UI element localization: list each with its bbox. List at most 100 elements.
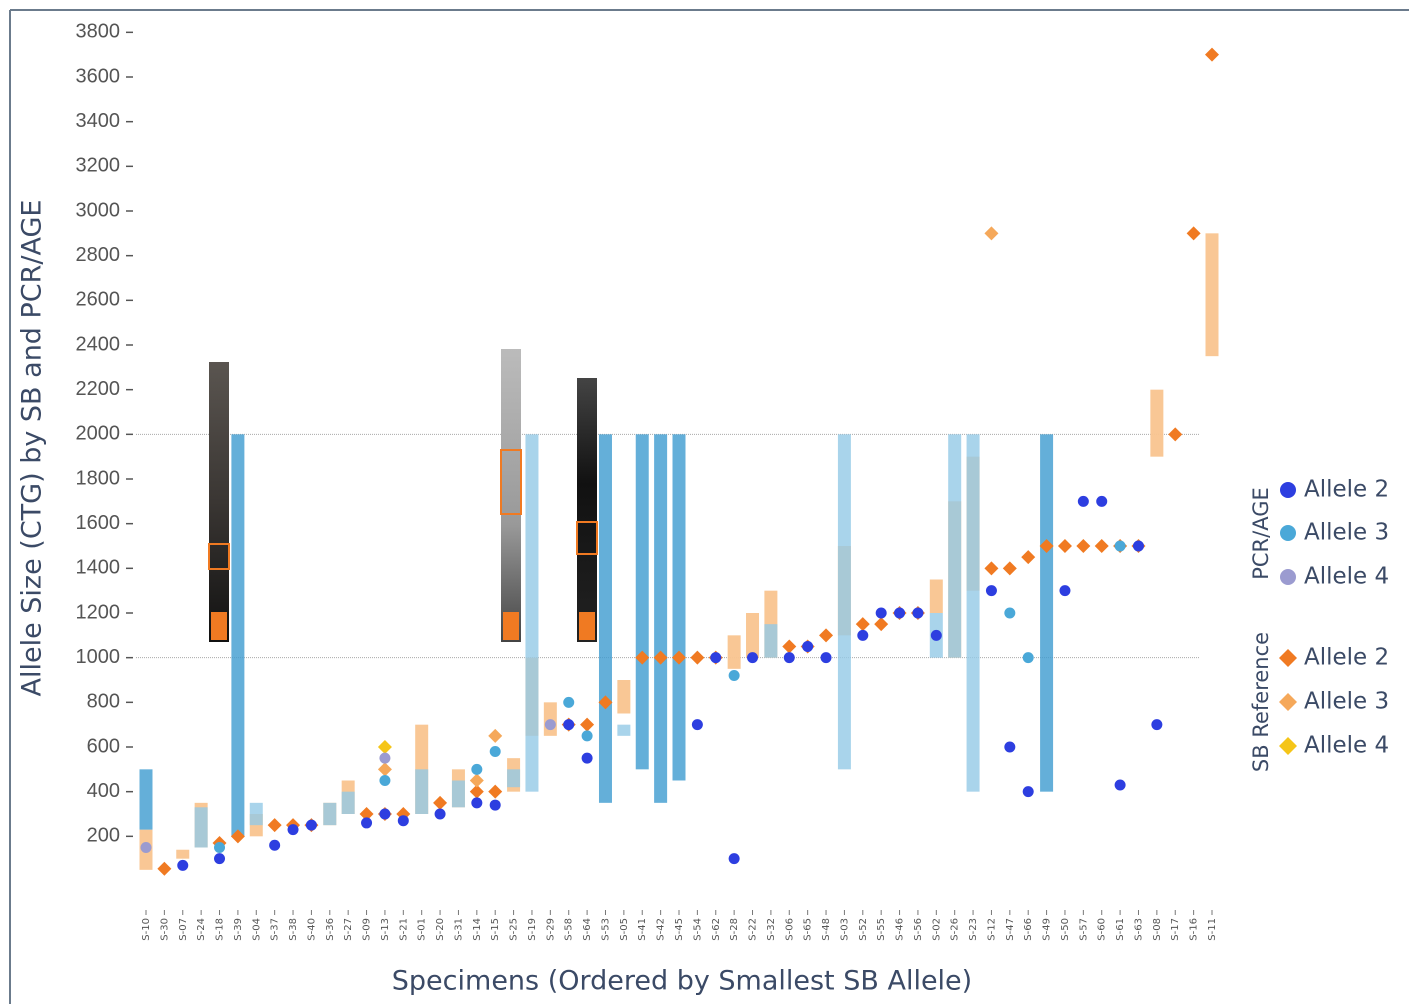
x-tick-label: S-29 — [545, 918, 556, 941]
sb-point — [488, 785, 502, 799]
pcr-point — [1023, 652, 1034, 663]
pcr-point — [361, 817, 372, 828]
x-tick-label: S-08 — [1152, 918, 1163, 941]
sb-point — [1187, 226, 1201, 240]
pcr-point — [471, 764, 482, 775]
pcr-point — [692, 719, 703, 730]
pcr-point — [894, 608, 905, 619]
x-tick-label: S-47 — [1005, 918, 1016, 941]
pcr-point — [1115, 779, 1126, 790]
x-tick-label: S-24 — [196, 918, 207, 941]
sb-point — [856, 617, 870, 631]
sb-point — [378, 740, 392, 754]
y-axis-title: Allele Size (CTG) by SB and PCR/AGE — [17, 200, 48, 697]
pcr-point — [857, 630, 868, 641]
x-tick-label: S-30 — [159, 918, 170, 941]
x-tick-label: S-58 — [564, 918, 575, 941]
legend-swatch — [1280, 569, 1296, 585]
gel-image — [209, 362, 229, 642]
x-tick-label: S-38 — [288, 918, 299, 941]
chart: Allele Size (CTG) by SB and PCR/AGE Spec… — [0, 0, 1409, 1004]
x-tick-label: S-23 — [968, 918, 979, 941]
y-tick-label: 3000 — [76, 199, 121, 221]
x-tick-label: S-25 — [509, 918, 520, 941]
range-bar — [746, 613, 759, 658]
x-tick-label: S-18 — [215, 918, 226, 941]
y-tick-label: 2200 — [76, 378, 121, 400]
gel-marker — [503, 612, 519, 640]
y-tick-label: 1400 — [76, 557, 121, 579]
sb-point — [984, 561, 998, 575]
pcr-point — [490, 800, 501, 811]
range-bar — [525, 434, 538, 791]
x-tick-label: S-12 — [986, 918, 997, 941]
gel-marker — [579, 612, 595, 640]
x-tick-label: S-65 — [803, 918, 814, 941]
sb-point — [488, 729, 502, 743]
pcr-point — [986, 585, 997, 596]
y-tick-label: 3200 — [76, 155, 121, 177]
legend-label: Allele 3 — [1304, 520, 1389, 546]
x-tick-label: S-46 — [895, 918, 906, 941]
gel-images — [209, 349, 597, 642]
pcr-point — [1115, 541, 1126, 552]
x-tick-label: S-66 — [1023, 918, 1034, 941]
x-tick-label: S-64 — [582, 918, 593, 941]
sb-point — [1205, 48, 1219, 62]
range-bar — [140, 769, 153, 829]
range-bar — [1040, 434, 1053, 791]
x-tick-label: S-11 — [1207, 918, 1218, 941]
pcr-point — [747, 652, 758, 663]
y-tick-label: 2400 — [76, 333, 121, 355]
x-tick-label: S-54 — [692, 918, 703, 941]
x-tick-label: S-15 — [490, 918, 501, 941]
pcr-point — [306, 820, 317, 831]
x-tick-label: S-36 — [325, 918, 336, 941]
x-tick-label: S-56 — [913, 918, 924, 941]
legend-label: Allele 3 — [1304, 689, 1389, 715]
range-bar — [342, 792, 355, 814]
range-bar — [323, 803, 336, 825]
range-bar — [764, 624, 777, 658]
range-bar — [617, 680, 630, 714]
x-tick-label: S-32 — [766, 918, 777, 941]
y-tick-label: 1000 — [76, 646, 121, 668]
range-bar — [544, 702, 557, 736]
pcr-point — [1059, 585, 1070, 596]
legend-label: Allele 2 — [1304, 645, 1389, 671]
sb-point — [1095, 539, 1109, 553]
gel-image — [501, 349, 521, 642]
legend-group-title: PCR/AGE — [1249, 487, 1273, 580]
range-bar — [195, 807, 208, 847]
pcr-point — [1078, 496, 1089, 507]
pcr-point — [784, 652, 795, 663]
x-axis-title: Specimens (Ordered by Smallest SB Allele… — [392, 966, 972, 997]
x-tick-label: S-45 — [674, 918, 685, 941]
sb-point — [690, 651, 704, 665]
sb-point — [1168, 427, 1182, 441]
sb-point — [782, 640, 796, 654]
range-bar — [838, 434, 851, 769]
x-tick-label: S-13 — [380, 918, 391, 941]
x-tick-label: S-14 — [472, 918, 483, 941]
pcr-point — [729, 670, 740, 681]
legend-label: Allele 2 — [1304, 477, 1389, 503]
pcr-point — [1096, 496, 1107, 507]
pcr-point — [545, 719, 556, 730]
pcr-point — [214, 842, 225, 853]
x-tick-label: S-01 — [417, 918, 428, 941]
range-bar — [452, 781, 465, 808]
x-tick-label: S-62 — [711, 918, 722, 941]
y-tick-label: 2000 — [76, 423, 121, 445]
pcr-point — [490, 746, 501, 757]
pcr-point — [563, 719, 574, 730]
range-bar — [1150, 390, 1163, 457]
pcr-point — [931, 630, 942, 641]
legend-swatch — [1280, 482, 1296, 498]
x-tick-label: S-40 — [306, 918, 317, 941]
gel-marker — [211, 612, 227, 640]
y-tick-label: 400 — [87, 780, 120, 802]
y-tick-label: 800 — [87, 691, 120, 713]
sb-point — [984, 226, 998, 240]
x-tick-label: S-19 — [527, 918, 538, 941]
